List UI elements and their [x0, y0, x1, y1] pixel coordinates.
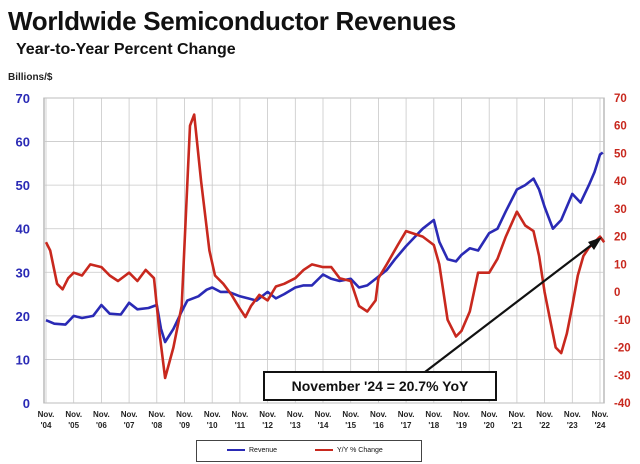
- x-tick-label-year: '06: [96, 421, 107, 430]
- y-right-tick-label: 20: [614, 232, 627, 244]
- series-lines: [44, 113, 606, 380]
- x-tick-label: Nov.: [509, 410, 526, 419]
- x-tick-label: Nov.: [259, 410, 276, 419]
- x-tick-label-year: '24: [595, 421, 606, 430]
- y-right-tick-label: -10: [614, 315, 631, 327]
- x-tick-label: Nov.: [425, 410, 442, 419]
- x-tick-label: Nov.: [481, 410, 498, 419]
- y-right-tick-label: 30: [614, 204, 627, 216]
- x-tick-label: Nov.: [398, 410, 415, 419]
- y-left-tick-label: 0: [23, 396, 30, 411]
- right-y-ticks: -40 -30 -20 -10 0 10 20 30 40 50 60 70: [614, 93, 631, 410]
- annotation-arrowhead: [588, 237, 602, 250]
- legend-swatch-yoy: [315, 449, 333, 452]
- x-tick-label: Nov.: [536, 410, 553, 419]
- y-left-tick-label: 30: [16, 265, 30, 280]
- x-tick-label-year: '14: [318, 421, 329, 430]
- x-tick-label-year: '10: [207, 421, 218, 430]
- annotation-box: November '24 = 20.7% YoY: [263, 371, 497, 401]
- x-tick-label: Nov.: [93, 410, 110, 419]
- series-line-revenue: [45, 151, 604, 344]
- y-left-tick-label: 40: [16, 222, 30, 237]
- x-tick-label-year: '16: [373, 421, 384, 430]
- x-tick-label-year: '17: [401, 421, 412, 430]
- x-tick-label: Nov.: [564, 410, 581, 419]
- y-axis-label: Billions/$: [8, 72, 53, 83]
- y-right-tick-label: 50: [614, 148, 627, 160]
- annotation-arrow: [424, 239, 599, 373]
- x-tick-label: Nov.: [592, 410, 609, 419]
- x-tick-label: Nov.: [342, 410, 359, 419]
- x-tick-label: Nov.: [176, 410, 193, 419]
- x-tick-label-year: '07: [124, 421, 135, 430]
- y-right-tick-label: 10: [614, 259, 627, 271]
- plot-frame: [43, 97, 605, 404]
- x-tick-label-year: '11: [235, 421, 246, 430]
- y-left-tick-label: 60: [16, 135, 30, 150]
- grid-lines: [43, 97, 605, 404]
- x-tick-label-year: '22: [539, 421, 550, 430]
- x-tick-label: Nov.: [370, 410, 387, 419]
- y-right-tick-label: -30: [614, 370, 631, 382]
- x-axis-ticks: Nov. '04 Nov. '05 Nov. '06 Nov. '07 Nov. '08 Nov. '…: [38, 410, 609, 430]
- legend-item-revenue: Revenue: [227, 447, 277, 454]
- x-tick-label-year: '04: [41, 421, 52, 430]
- legend-swatch-revenue: [227, 449, 245, 452]
- x-tick-label: Nov.: [38, 410, 55, 419]
- y-right-tick-label: -40: [614, 398, 631, 410]
- x-tick-label: Nov.: [453, 410, 470, 419]
- x-tick-label-year: '18: [428, 421, 439, 430]
- x-tick-label: Nov.: [232, 410, 249, 419]
- y-right-tick-label: 0: [614, 287, 620, 299]
- x-tick-label-year: '19: [456, 421, 467, 430]
- y-left-tick-label: 10: [16, 352, 30, 367]
- y-right-tick-label: 40: [614, 176, 627, 188]
- legend: Revenue Y/Y % Change: [196, 440, 422, 462]
- x-tick-label-year: '21: [511, 421, 522, 430]
- x-tick-label-year: '20: [484, 421, 495, 430]
- y-right-tick-label: 70: [614, 93, 627, 105]
- x-tick-label-year: '13: [290, 421, 301, 430]
- y-right-tick-label: -20: [614, 343, 631, 355]
- y-left-tick-label: 70: [16, 91, 30, 106]
- x-tick-label-year: '05: [68, 421, 79, 430]
- x-tick-label-year: '08: [151, 421, 162, 430]
- x-tick-label: Nov.: [65, 410, 82, 419]
- series-line-yoy: [44, 113, 606, 380]
- y-left-tick-label: 20: [16, 309, 30, 324]
- left-y-ticks: 0 10 20 30 40 50 60 70: [16, 91, 30, 411]
- x-tick-label-year: '12: [262, 421, 273, 430]
- x-tick-label-year: '09: [179, 421, 190, 430]
- y-right-tick-label: 60: [614, 121, 627, 133]
- x-tick-label: Nov.: [148, 410, 165, 419]
- legend-label-yoy: Y/Y % Change: [337, 447, 383, 454]
- y-left-tick-label: 50: [16, 178, 30, 193]
- x-tick-label: Nov.: [121, 410, 138, 419]
- legend-item-yoy: Y/Y % Change: [315, 447, 383, 454]
- x-tick-label-year: '15: [345, 421, 356, 430]
- x-tick-label: Nov.: [204, 410, 221, 419]
- chart-subtitle: Year-to-Year Percent Change: [16, 41, 236, 58]
- x-tick-label: Nov.: [315, 410, 332, 419]
- chart-title: Worldwide Semiconductor Revenues: [8, 6, 456, 36]
- legend-label-revenue: Revenue: [249, 447, 278, 454]
- x-tick-label-year: '23: [567, 421, 578, 430]
- x-tick-label: Nov.: [287, 410, 304, 419]
